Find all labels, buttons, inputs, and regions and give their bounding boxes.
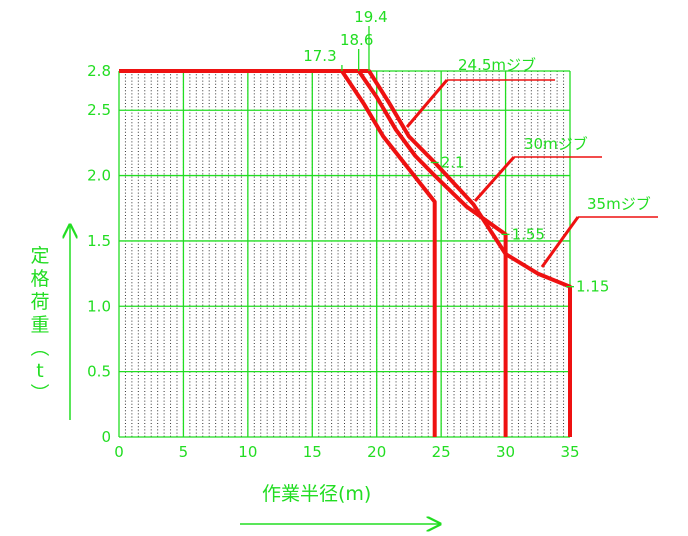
tick-labels: 0 5 10 15 20 25 30 35 0 0.5 1.0 1.5 2.0 2.5 2.8 xyxy=(87,62,579,461)
series-line xyxy=(119,69,437,437)
annotation-label: 1.15 xyxy=(576,278,609,296)
legend-leader xyxy=(473,156,516,202)
annotation-label: 19.4 xyxy=(354,8,387,26)
x-axis-label: 作業半径(m) xyxy=(262,483,371,505)
y-tick-label: 0 xyxy=(101,428,111,446)
y-tick-label: 0.5 xyxy=(87,363,111,381)
x-tick-label: 0 xyxy=(114,443,124,461)
y-axis-label: 定格荷重︵ t ︶ xyxy=(30,245,49,405)
x-tick-label: 15 xyxy=(303,443,322,461)
annotation-label: 2.1 xyxy=(441,154,465,172)
series-line xyxy=(119,69,508,437)
legend-label: 24.5mジブ xyxy=(458,56,536,74)
x-tick-label: 10 xyxy=(238,443,257,461)
y-tick-label: 1.5 xyxy=(87,232,111,250)
legend-label: 35mジブ xyxy=(587,195,651,213)
dotted-fill xyxy=(118,71,571,437)
series-line xyxy=(119,69,572,437)
annotation-label: 18.6 xyxy=(340,31,373,49)
annotation-label: 1.55 xyxy=(512,225,545,243)
annotations: 17.318.6 19.4 2.1 1.55 1.15 xyxy=(303,8,609,296)
x-tick-label: 5 xyxy=(179,443,189,461)
legend-leader xyxy=(405,79,449,128)
annotation-label: 17.3 xyxy=(303,47,336,65)
y-tick-label: 1.0 xyxy=(87,297,111,315)
x-tick-label: 25 xyxy=(432,443,451,461)
y-tick-label: 2.8 xyxy=(87,62,111,80)
y-tick-label: 2.5 xyxy=(87,101,111,119)
x-tick-label: 30 xyxy=(496,443,515,461)
y-tick-label: 2.0 xyxy=(87,167,111,185)
x-tick-label: 35 xyxy=(560,443,579,461)
legend: 24.5mジブ 30mジブ 35mジブ xyxy=(405,56,658,268)
legend-label: 30mジブ xyxy=(524,135,588,153)
x-tick-label: 20 xyxy=(367,443,386,461)
legend-leader xyxy=(540,216,580,268)
